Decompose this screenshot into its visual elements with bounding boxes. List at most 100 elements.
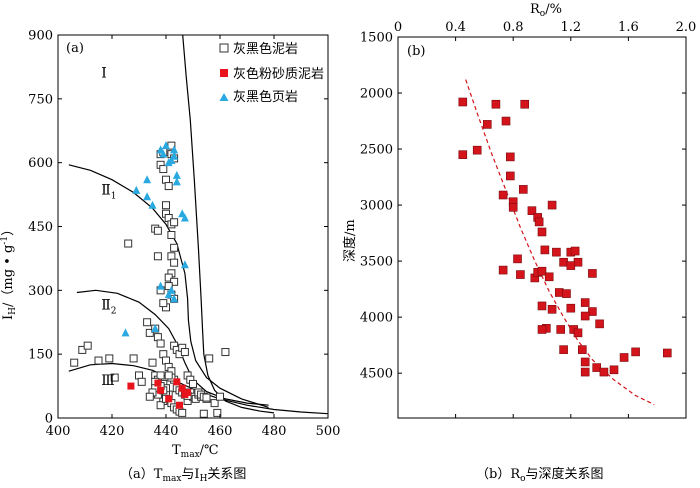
point-mudstone [170,243,179,252]
x-tick-label-b: 0.4 [445,20,466,35]
point-mudstone [156,401,165,410]
trend-line-b [465,79,655,406]
point-mudstone [164,182,173,191]
point-mudstone [78,345,87,354]
point-shale [170,145,179,154]
legend-a: 灰黑色泥岩 灰色粉砂质泥岩 灰黑色页岩 [219,41,324,105]
point-mudstone [216,392,224,401]
point-mudstone [221,348,230,357]
panel-label-b: (b) [407,44,425,59]
point-shale [167,156,176,165]
point-mudstone [94,356,103,365]
zone-label-sub: 2 [111,306,117,316]
point-mudstone [167,231,176,240]
boundary-curve-4 [68,362,329,415]
caption-a-mid: 与I [181,467,199,482]
x-tick-label-b: 0.8 [503,20,524,35]
point-shale [148,200,157,209]
point-shale [162,141,170,150]
point-shale [164,290,173,299]
plot-frame-b [397,36,687,419]
y-tick-label-a: 600 [28,156,53,171]
point-ro [556,325,566,334]
y-tick-label-b: 2000 [360,87,393,102]
x-axis-title-a: Tmax/℃ [172,443,219,460]
caption-a-suffix: 关系图 [207,467,246,482]
point-ro [458,97,468,107]
point-ro [566,261,576,270]
y-tick-label-b: 4000 [360,311,393,326]
point-mudstone [70,358,79,367]
point-mudstone [145,392,154,401]
caption-b-suffix: 与深度关系图 [526,466,604,482]
point-silty-mudstone [178,384,186,392]
x-tick-label-b: 2.0 [676,20,697,35]
point-ro [508,203,518,212]
y-axis-title-a-sup: -1 [0,236,10,245]
point-ro [506,171,515,181]
point-ro [599,367,609,377]
x-tick-label-a: 480 [262,424,287,439]
point-shale [180,260,189,269]
caption-a-i-sub: H [200,474,208,484]
point-ro [518,185,528,194]
x-axis-ticks-b: 0 0.4 0.8 1.2 1.6 2.0 [394,20,696,418]
point-ro [562,289,571,298]
y-tick-label-a: 750 [28,92,53,107]
point-ro [559,345,568,354]
point-shale [159,149,168,158]
y-axis-title-a-close: ） [1,223,16,236]
x-axis-title-a-main: T [172,443,181,458]
caption-b-r: R [510,467,521,482]
y-axis-title-b: 深度/m [342,219,358,262]
y-axis-ticks-a: 0 150 300 450 600 750 900 [28,29,328,427]
boundary-curve-2 [68,164,269,408]
y-tick-label-a: 300 [28,284,53,299]
point-shale [172,170,181,179]
point-silty-mudstone [127,382,135,390]
point-ro [498,265,508,275]
legend-label-mudstone: 灰黑色泥岩 [233,41,298,57]
caption-a-t: T [154,467,163,482]
point-ro [552,247,561,257]
point-ro [527,206,537,215]
point-ro [544,272,554,282]
point-ro [631,347,640,357]
point-mudstone [153,252,162,261]
y-axis-title-a-unit: /（mg • g [1,245,16,307]
point-ro [513,254,522,264]
point-ro [592,363,602,372]
point-mudstone [159,299,168,308]
point-mudstone [153,226,162,235]
chart-panel-b: 0 0.4 0.8 1.2 1.6 2.0 1500 2000 2500 3000 3500 400… [342,2,696,484]
point-mudstone [129,354,138,363]
x-tick-label-b: 1.6 [618,20,639,35]
y-tick-label-a: 900 [28,29,53,44]
point-mudstone [189,379,197,388]
point-ro [588,307,597,316]
x-axis-title-a-unit: /℃ [200,443,219,458]
point-mudstone [110,373,119,382]
point-ro [662,348,672,358]
point-mudstone [124,239,133,248]
point-ro [578,345,587,354]
x-tick-label-a: 420 [100,424,125,439]
zone-label-4: Ⅲ [101,373,115,389]
chart-panel-a: 400 420 440 460 480 500 0 150 300 450 600 750 900 (… [0,29,340,485]
point-mudstone [213,408,222,417]
point-ro [566,303,576,313]
point-ro [537,325,547,334]
point-mudstone [202,393,211,402]
x-tick-label-a: 400 [46,424,71,439]
trend-line [465,79,655,406]
point-ro [588,269,597,278]
zone-label-main: Ⅱ [101,183,111,199]
y-tick-label-a: 450 [28,220,53,235]
x-tick-label-a: 500 [316,424,341,439]
point-ro [506,152,515,162]
y-tick-label-b: 1500 [360,31,393,46]
point-shale [121,328,130,337]
point-ro [537,227,547,237]
point-ro [516,270,525,279]
point-mudstone [156,339,165,348]
